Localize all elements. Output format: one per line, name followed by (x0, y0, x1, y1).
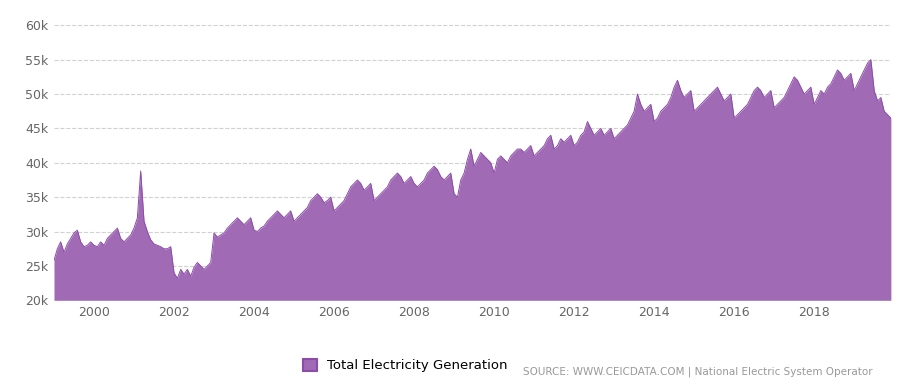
Legend: Total Electricity Generation: Total Electricity Generation (303, 359, 508, 372)
Text: SOURCE: WWW.CEICDATA.COM | National Electric System Operator: SOURCE: WWW.CEICDATA.COM | National Elec… (524, 367, 873, 377)
